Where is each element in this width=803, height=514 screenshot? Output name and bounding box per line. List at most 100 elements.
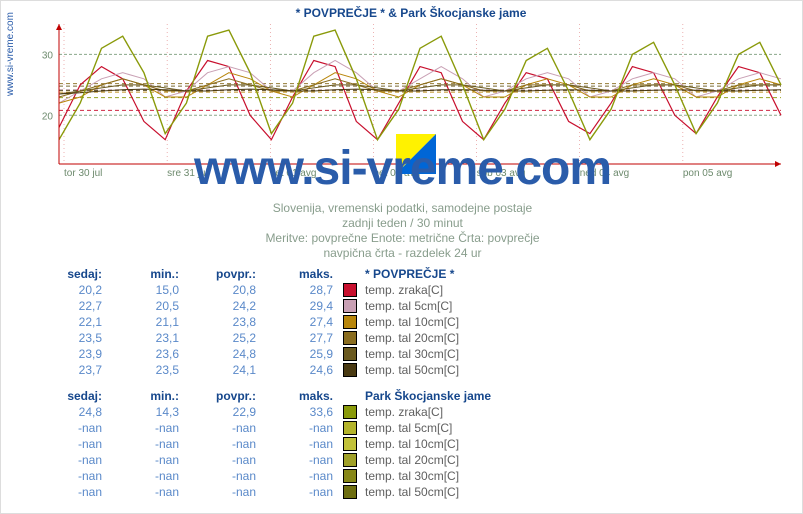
cell-maks: -nan [262,484,339,500]
series-swatch [339,330,361,346]
cell-min: 23,6 [108,346,185,362]
table-row: 20,215,020,828,7 temp. zraka[C] [31,282,591,298]
series-label: temp. tal 30cm[C] [361,468,591,484]
series-label: temp. zraka[C] [361,282,591,298]
series-swatch [339,436,361,452]
cell-min: -nan [108,420,185,436]
cell-sedaj: 23,9 [31,346,108,362]
col-header: maks. [262,266,339,282]
series-label: temp. tal 5cm[C] [361,298,591,314]
cell-sedaj: -nan [31,468,108,484]
site-logo-icon [396,134,436,174]
col-header: povpr.: [185,266,262,282]
cell-min: -nan [108,468,185,484]
col-header: sedaj: [31,266,108,282]
cell-min: -nan [108,452,185,468]
meta-line-1: Slovenija, vremenski podatki, samodejne … [1,201,803,215]
table-header-row: sedaj:min.:povpr.:maks. * POVPREČJE * [31,266,591,282]
cell-povpr: -nan [185,452,262,468]
col-header: min.: [108,388,185,404]
table-title: * POVPREČJE * [361,266,591,282]
cell-maks: 27,4 [262,314,339,330]
series-swatch [339,362,361,378]
cell-povpr: 23,8 [185,314,262,330]
series-swatch [339,346,361,362]
table-row: 23,723,524,124,6temp. tal 50cm[C] [31,362,591,378]
series-swatch [339,468,361,484]
table-header-row: sedaj:min.:povpr.:maks.Park Škocjanske j… [31,388,591,404]
cell-min: -nan [108,436,185,452]
cell-povpr: 20,8 [185,282,262,298]
cell-povpr: 24,8 [185,346,262,362]
svg-text:čet 01 avg: čet 01 avg [270,168,316,179]
meta-line-3: Meritve: povprečne Enote: metrične Črta:… [1,231,803,245]
cell-maks: 29,4 [262,298,339,314]
table-row: -nan-nan-nan-nantemp. tal 50cm[C] [31,484,591,500]
cell-min: 23,1 [108,330,185,346]
meta-line-2: zadnji teden / 30 minut [1,216,803,230]
cell-sedaj: 22,7 [31,298,108,314]
table-body: sedaj:min.:povpr.:maks.* POVPREČJE *20,2… [31,266,591,500]
table-row: 23,523,125,227,7 temp. tal 20cm[C] [31,330,591,346]
cell-min: 15,0 [108,282,185,298]
cell-maks: 27,7 [262,330,339,346]
cell-povpr: 25,2 [185,330,262,346]
cell-maks: -nan [262,436,339,452]
cell-sedaj: 22,1 [31,314,108,330]
data-table: sedaj:min.:povpr.:maks.* POVPREČJE *20,2… [31,266,591,500]
cell-povpr: 22,9 [185,404,262,420]
svg-text:sre 31 jul: sre 31 jul [167,168,208,179]
cell-sedaj: 20,2 [31,282,108,298]
col-header: min.: [108,266,185,282]
cell-povpr: 24,1 [185,362,262,378]
cell-maks: 24,6 [262,362,339,378]
series-label: temp. zraka[C] [361,404,591,420]
cell-sedaj: -nan [31,484,108,500]
y-axis-label-left: www.si-vreme.com [5,12,16,96]
table-row: 22,121,123,827,4 temp. tal 10cm[C] [31,314,591,330]
series-label: temp. tal 50cm[C] [361,484,591,500]
table-row: -nan-nan-nan-nantemp. tal 30cm[C] [31,468,591,484]
cell-maks: -nan [262,452,339,468]
cell-sedaj: -nan [31,420,108,436]
series-label: temp. tal 10cm[C] [361,436,591,452]
series-label: temp. tal 20cm[C] [361,452,591,468]
series-swatch [339,314,361,330]
series-swatch [339,484,361,500]
series-swatch [339,452,361,468]
cell-min: -nan [108,484,185,500]
series-swatch [339,282,361,298]
cell-maks: 28,7 [262,282,339,298]
series-label: temp. tal 5cm[C] [361,420,591,436]
series-swatch [339,420,361,436]
chart-svg: 2030tor 30 julsre 31 julčet 01 avgpet 02… [31,22,791,202]
cell-min: 23,5 [108,362,185,378]
table-row: 23,923,624,825,9temp. tal 30cm[C] [31,346,591,362]
meta-line-4: navpična črta - razdelek 24 ur [1,246,803,260]
svg-text:20: 20 [42,111,54,122]
table-row: -nan-nan-nan-nantemp. tal 10cm[C] [31,436,591,452]
cell-maks: 25,9 [262,346,339,362]
cell-maks: -nan [262,420,339,436]
series-swatch [339,298,361,314]
series-swatch [339,404,361,420]
col-header: povpr.: [185,388,262,404]
cell-povpr: 24,2 [185,298,262,314]
col-header: maks. [262,388,339,404]
cell-maks: -nan [262,468,339,484]
svg-text:tor 30 jul: tor 30 jul [64,168,102,179]
svg-text:pon 05 avg: pon 05 avg [683,168,733,179]
cell-sedaj: -nan [31,436,108,452]
cell-min: 20,5 [108,298,185,314]
page-root: www.si-vreme.com * POVPREČJE * & Park Šk… [0,0,803,514]
cell-sedaj: 23,5 [31,330,108,346]
series-label: temp. tal 20cm[C] [361,330,591,346]
cell-min: 21,1 [108,314,185,330]
chart-title: * POVPREČJE * & Park Škocjanske jame [31,6,791,20]
col-header: sedaj: [31,388,108,404]
cell-sedaj: 23,7 [31,362,108,378]
data-tables: sedaj:min.:povpr.:maks.* POVPREČJE *20,2… [31,266,791,500]
cell-povpr: -nan [185,436,262,452]
series-label: temp. tal 10cm[C] [361,314,591,330]
cell-povpr: -nan [185,420,262,436]
